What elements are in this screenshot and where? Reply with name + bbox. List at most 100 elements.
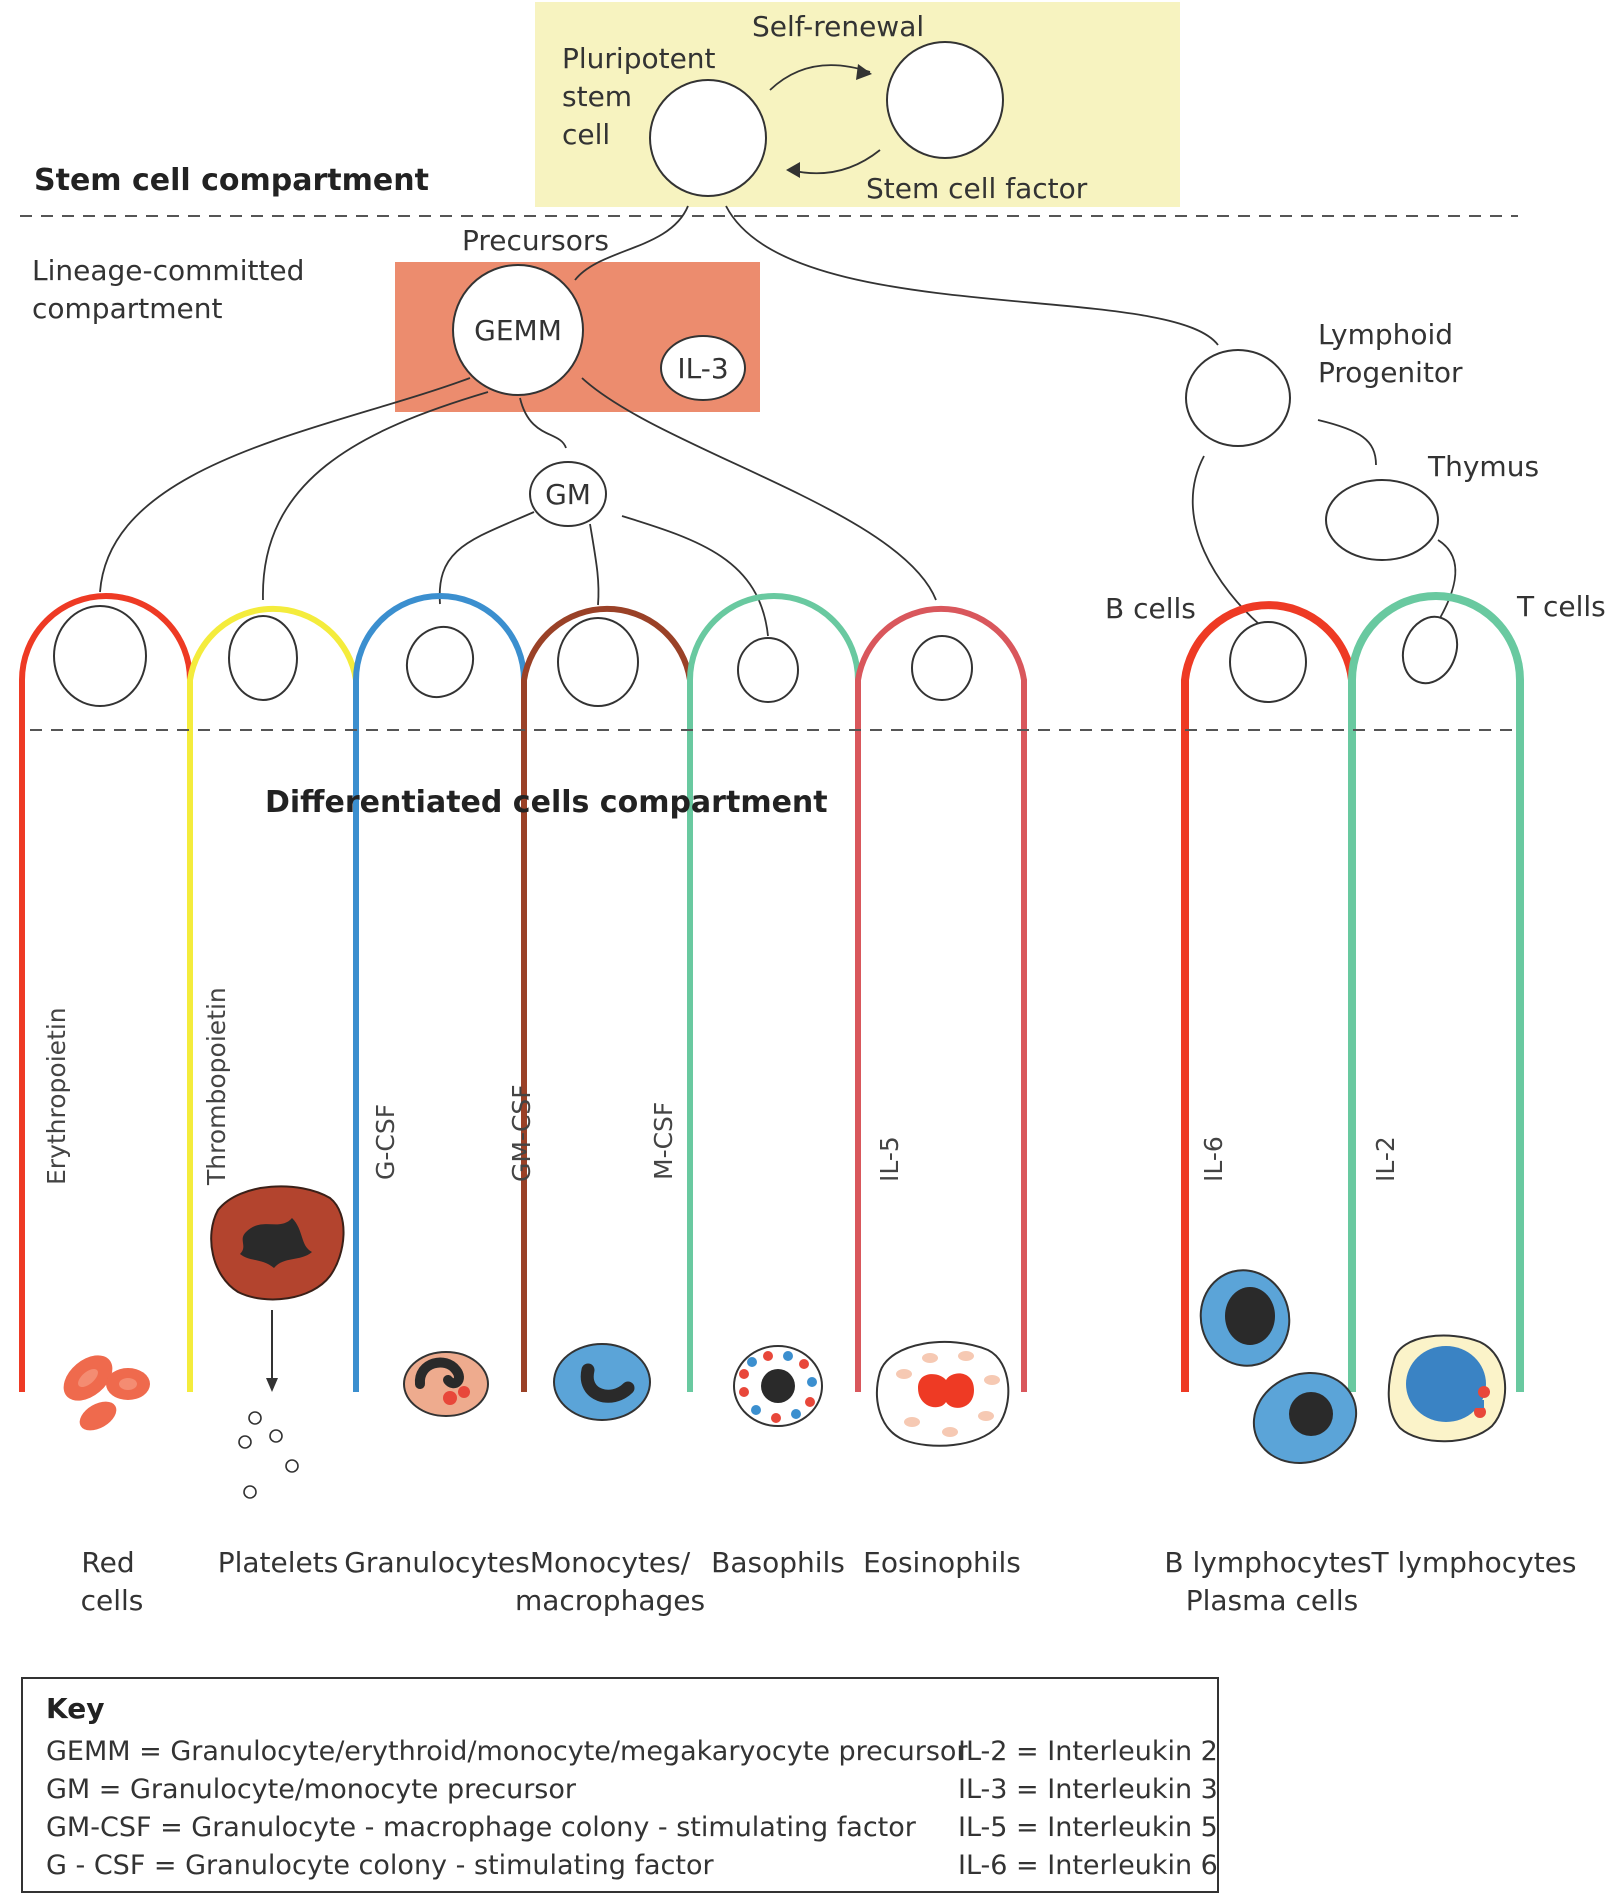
t-lymphocyte-granule-3: [1472, 1400, 1484, 1408]
gm-label: GM: [545, 478, 591, 511]
self-renewal-label: Self-renewal: [752, 10, 924, 43]
gemm-to-eosino-line: [581, 377, 937, 601]
gemm-to-gm-line: [519, 397, 567, 449]
factor-il2: IL-2: [1371, 1136, 1400, 1182]
gm-cell: [529, 461, 607, 527]
output-granulocytes: Granulocytes: [344, 1546, 530, 1579]
granulo-precursor-cell: [405, 625, 475, 699]
factor-m-csf: M-CSF: [649, 1102, 678, 1180]
platelet-1: [248, 1411, 262, 1425]
mono-precursor-cell: [557, 617, 639, 707]
eosinophil-granule-5: [978, 1411, 994, 1421]
key-left-4: G - CSF = Granulocyte colony - stimulati…: [46, 1850, 714, 1881]
basophil-nucleus: [761, 1369, 795, 1403]
eosinophil-granule-6: [942, 1427, 958, 1437]
platelet-tube: [187, 605, 359, 1392]
output-monocytes-line-2: macrophages: [515, 1584, 705, 1617]
pluripotent-stem-cell: [649, 79, 767, 197]
baso-tube: [687, 593, 861, 1392]
key-title: Key: [46, 1692, 104, 1725]
eosinophil-granule-3: [958, 1351, 974, 1361]
thymus-cell: [1325, 479, 1439, 561]
lineage-label-line-2: compartment: [32, 292, 222, 325]
megakaryocyte-nucleus: [240, 1218, 312, 1268]
stem-compartment-label: Stem cell compartment: [34, 163, 429, 198]
basophil-granule-7: [791, 1409, 801, 1419]
basophil-granule-6: [805, 1397, 815, 1407]
eosinophil-nucleus: [918, 1373, 974, 1408]
t-lymphocyte-nucleus: [1406, 1346, 1486, 1422]
basophil-granule-10: [739, 1387, 749, 1397]
key-right-1: IL-2 = Interleukin 2: [958, 1736, 1218, 1767]
output-b-lymphocytes-line-1: B lymphocytes: [1164, 1546, 1371, 1579]
stem-cell-box: [535, 2, 1180, 207]
basophil-granule-4: [799, 1359, 809, 1369]
red-cell-3: [79, 1401, 117, 1431]
il3-badge: [660, 335, 746, 401]
il3-label: IL-3: [677, 352, 728, 385]
key-right-3: IL-5 = Interleukin 5: [958, 1812, 1218, 1843]
factor-il6: IL-6: [1199, 1136, 1228, 1182]
output-platelets: Platelets: [218, 1546, 339, 1579]
b-lymphocyte-nucleus: [1225, 1287, 1275, 1345]
eosinophil-granule-4: [984, 1375, 1000, 1385]
basophil-granule-8: [771, 1413, 781, 1423]
differentiated-compartment-label: Differentiated cells compartment: [265, 785, 828, 820]
basophil-granule-11: [739, 1369, 749, 1379]
factor-g-csf: G-CSF: [371, 1104, 400, 1180]
b-lineage-tube: [1181, 601, 1356, 1392]
eosinophil-granule-7: [904, 1417, 920, 1427]
lineage-label-line-1: Lineage-committed: [32, 254, 304, 287]
gemm-to-erythro-line: [99, 377, 471, 593]
key-right-2: IL-3 = Interleukin 3: [958, 1774, 1218, 1805]
key-left-1: GEMM = Granulocyte/erythroid/monocyte/me…: [46, 1736, 968, 1767]
output-t-lymphocytes: T lymphocytes: [1370, 1546, 1576, 1579]
output-monocytes-line-1: Monocytes/: [530, 1546, 691, 1579]
key-right-4: IL-6 = Interleukin 6: [958, 1850, 1218, 1881]
pluripotent-line-3: cell: [562, 118, 610, 151]
thymus-to-t-line: [1437, 539, 1457, 619]
monocyte-nucleus: [580, 1363, 635, 1403]
t-cells-label: T cells: [1516, 590, 1605, 623]
basophil-granule-1: [747, 1357, 757, 1367]
platelet-release-arrowhead: [266, 1378, 278, 1392]
eosinophil-granule-2: [922, 1353, 938, 1363]
b-cells-label: B cells: [1105, 592, 1196, 625]
gemm-cell: [452, 264, 584, 396]
pluripotent-line-1: Pluripotent: [562, 42, 716, 75]
output-red-cells-line-1: Red: [81, 1546, 134, 1579]
b-precursor-cell: [1229, 621, 1307, 703]
output-eosinophils: Eosinophils: [863, 1546, 1021, 1579]
t-lineage-tube: [1348, 592, 1524, 1392]
monocyte-cell: [553, 1343, 651, 1421]
output-red-cells-line-2: cells: [81, 1584, 144, 1617]
precursors-label: Precursors: [462, 224, 609, 257]
factor-erythropoietin: Erythropoietin: [42, 1007, 71, 1185]
key-left-2: GM = Granulocyte/monocyte precursor: [46, 1774, 577, 1805]
baso-precursor-cell: [737, 637, 799, 703]
erythro-precursor-cell: [53, 605, 147, 707]
red-cell-1-center: [78, 1369, 98, 1387]
output-b-lymphocytes-line-2: Plasma cells: [1186, 1584, 1359, 1617]
platelet-5: [243, 1485, 257, 1499]
basophil-granule-3: [783, 1351, 793, 1361]
eosino-tube: [855, 605, 1027, 1392]
gemm-label: GEMM: [474, 314, 562, 347]
thymus-label: Thymus: [1427, 450, 1539, 483]
gm-to-baso-line: [621, 515, 769, 637]
stem-to-lymphoid-line: [725, 205, 1219, 346]
key-box: [21, 1677, 1219, 1893]
eosino-precursor-cell: [911, 635, 973, 701]
lymphoid-progenitor-cell: [1185, 349, 1291, 447]
granulocyte-granule-2: [458, 1386, 470, 1398]
lymphoid-label-line-1: Lymphoid: [1318, 318, 1453, 351]
basophil-granule-5: [807, 1377, 817, 1387]
granulocyte-nucleus: [415, 1357, 464, 1389]
platelet-precursor-cell: [228, 615, 298, 701]
stem-cell-factor-arrowhead: [786, 162, 800, 178]
self-renewal-arrowhead: [856, 64, 872, 80]
platelet-2: [238, 1435, 252, 1449]
key-left-3: GM-CSF = Granulocyte - macrophage colony…: [46, 1812, 917, 1843]
self-renewed-stem-cell: [886, 41, 1004, 159]
